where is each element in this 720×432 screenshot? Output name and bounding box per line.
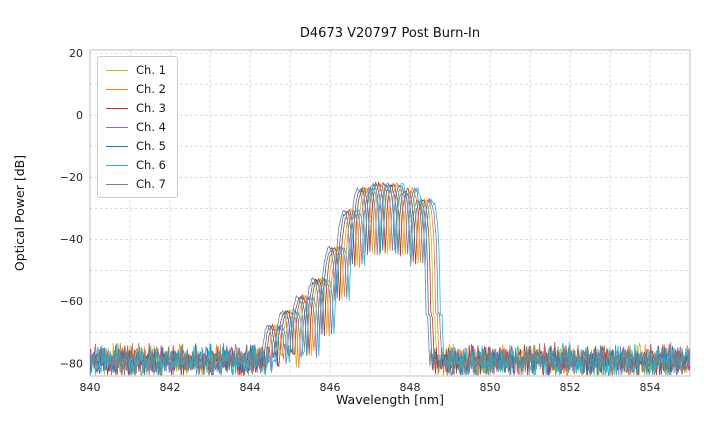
legend-line-sample [106, 88, 128, 90]
grid-lines [89, 50, 691, 376]
x-tick-label: 850 [480, 381, 501, 394]
legend-label: Ch. 2 [136, 82, 166, 96]
legend-item: Ch. 3 [106, 100, 166, 116]
y-tick-label: −60 [60, 295, 83, 308]
legend-line-sample [106, 145, 128, 147]
legend-label: Ch. 3 [136, 101, 166, 115]
legend-line-sample [106, 183, 128, 185]
y-tick-label: 20 [69, 47, 83, 60]
plot-border [89, 49, 691, 377]
legend-item: Ch. 1 [106, 62, 166, 78]
legend-label: Ch. 1 [136, 63, 166, 77]
legend-line-sample [106, 164, 128, 166]
legend: Ch. 1 Ch. 2 Ch. 3 Ch. 4 Ch. 5 Ch. 6 Ch. 7 [97, 56, 178, 198]
y-tick-label: −20 [60, 171, 83, 184]
y-tick-label: 0 [76, 109, 83, 122]
legend-line-sample [106, 107, 128, 109]
legend-line-sample [106, 126, 128, 128]
x-tick-label: 844 [240, 381, 261, 394]
series-line-7 [90, 182, 690, 376]
chart-title: D4673 V20797 Post Burn-In [299, 26, 481, 41]
legend-line-sample [106, 69, 128, 71]
legend-item: Ch. 7 [106, 176, 166, 192]
x-tick-label: 846 [320, 381, 341, 394]
x-tick-label: 854 [640, 381, 661, 394]
x-axis-label: Wavelength [nm] [336, 392, 444, 407]
legend-label: Ch. 7 [136, 177, 166, 191]
legend-item: Ch. 2 [106, 81, 166, 97]
series-group [90, 181, 690, 376]
x-tick-label: 848 [400, 381, 421, 394]
legend-label: Ch. 4 [136, 120, 166, 134]
x-tick-label: 852 [560, 381, 581, 394]
legend-label: Ch. 6 [136, 158, 166, 172]
legend-item: Ch. 6 [106, 157, 166, 173]
tick-labels: 840 842 844 846 848 850 852 854 20 0 −20 −40 −60 −80 [60, 47, 661, 394]
legend-item: Ch. 5 [106, 138, 166, 154]
y-tick-label: −80 [60, 357, 83, 370]
x-tick-label: 842 [160, 381, 181, 394]
x-tick-label: 840 [80, 381, 101, 394]
y-tick-label: −40 [60, 233, 83, 246]
y-axis-label: Optical Power [dB] [12, 154, 27, 272]
legend-label: Ch. 5 [136, 139, 166, 153]
legend-item: Ch. 4 [106, 119, 166, 135]
